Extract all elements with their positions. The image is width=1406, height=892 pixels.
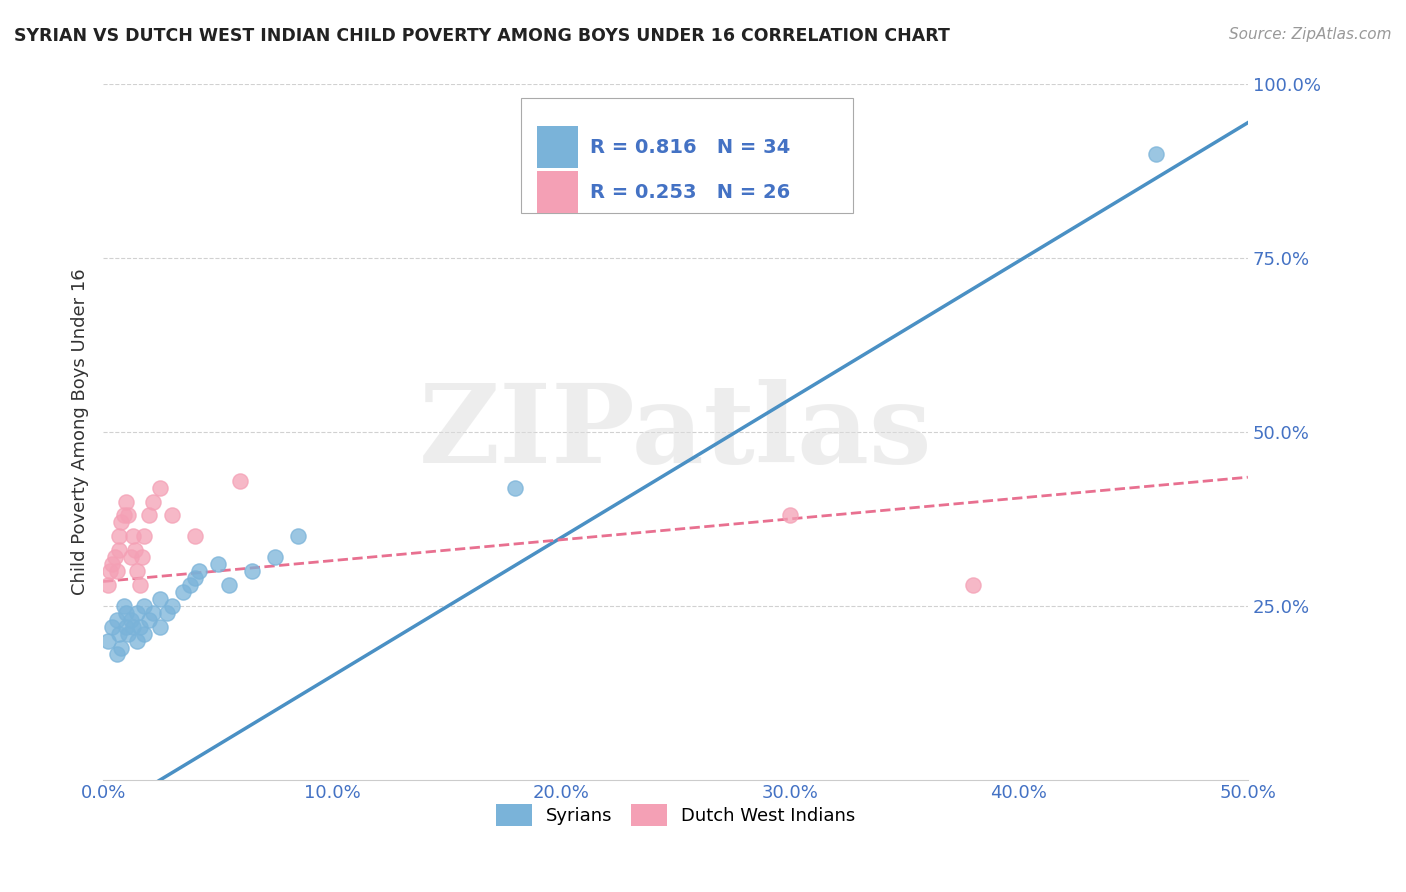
Point (160, 508, 183, 523)
Point (101, 557, 124, 571)
FancyBboxPatch shape (522, 98, 853, 213)
Point (503, 481, 526, 495)
Point (142, 606, 165, 620)
Point (108, 529, 131, 543)
Point (103, 550, 125, 565)
FancyBboxPatch shape (537, 171, 578, 213)
Point (97, 578, 120, 592)
Point (240, 564, 263, 578)
Point (112, 508, 135, 523)
Point (134, 626, 156, 640)
Point (263, 550, 285, 565)
Point (207, 557, 229, 571)
Point (124, 543, 146, 558)
Point (115, 606, 138, 620)
Point (149, 481, 172, 495)
Point (128, 578, 150, 592)
Point (962, 578, 984, 592)
Point (110, 640, 132, 655)
Point (172, 585, 194, 599)
Text: ZIPatlas: ZIPatlas (419, 378, 932, 485)
Point (183, 529, 205, 543)
Point (134, 529, 156, 543)
Point (127, 633, 149, 648)
Point (183, 571, 205, 585)
Point (117, 508, 139, 523)
Point (149, 591, 172, 606)
Text: R = 0.816   N = 34: R = 0.816 N = 34 (589, 137, 790, 156)
Point (156, 606, 179, 620)
Point (149, 620, 172, 634)
Point (229, 474, 252, 488)
Point (117, 626, 139, 640)
Point (115, 620, 138, 634)
Point (105, 564, 128, 578)
Point (122, 529, 145, 543)
Point (120, 613, 142, 627)
Point (779, 508, 801, 523)
Point (138, 508, 160, 523)
Point (127, 606, 149, 620)
Point (188, 564, 211, 578)
Point (105, 613, 128, 627)
Point (110, 516, 132, 530)
Point (134, 599, 156, 613)
Point (101, 620, 124, 634)
Y-axis label: Child Poverty Among Boys Under 16: Child Poverty Among Boys Under 16 (72, 268, 89, 595)
Point (138, 613, 160, 627)
Point (179, 578, 201, 592)
Point (105, 648, 128, 662)
Point (108, 626, 131, 640)
Point (128, 620, 150, 634)
Point (112, 599, 135, 613)
FancyBboxPatch shape (537, 126, 578, 169)
Point (97, 633, 120, 648)
Point (131, 550, 153, 565)
Point (160, 599, 183, 613)
Text: SYRIAN VS DUTCH WEST INDIAN CHILD POVERTY AMONG BOYS UNDER 16 CORRELATION CHART: SYRIAN VS DUTCH WEST INDIAN CHILD POVERT… (14, 27, 950, 45)
Point (287, 529, 309, 543)
Point (218, 578, 240, 592)
Text: Source: ZipAtlas.com: Source: ZipAtlas.com (1229, 27, 1392, 42)
Point (108, 543, 131, 558)
Point (115, 494, 138, 508)
Point (120, 550, 142, 565)
Point (98, 564, 121, 578)
Point (142, 494, 165, 508)
Text: R = 0.253   N = 26: R = 0.253 N = 26 (589, 183, 790, 202)
Point (1144, 147, 1167, 161)
Point (122, 620, 145, 634)
Legend: Syrians, Dutch West Indians: Syrians, Dutch West Indians (488, 797, 863, 833)
Point (127, 564, 149, 578)
